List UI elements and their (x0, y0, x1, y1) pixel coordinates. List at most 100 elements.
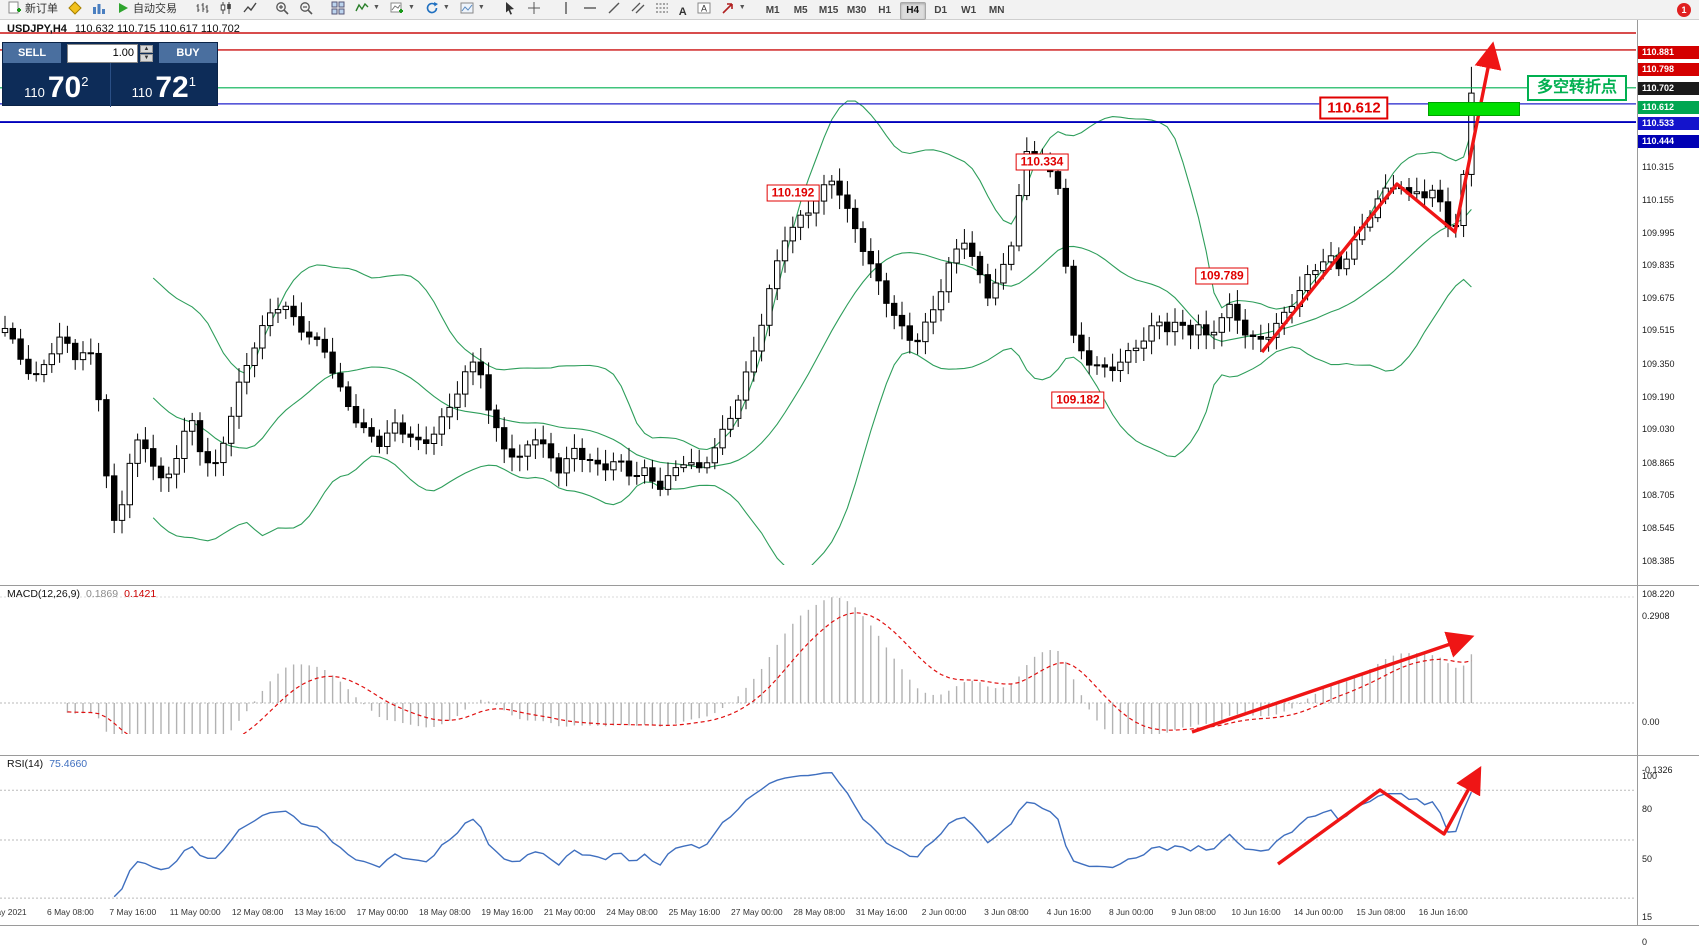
tf-h1[interactable]: H1 (878, 4, 892, 16)
market-watch-icon[interactable] (88, 0, 110, 18)
new-chart-icon[interactable]: ▼ (386, 0, 419, 18)
tf-m5[interactable]: M5 (793, 4, 808, 16)
rsi-trend-arrow[interactable] (1277, 766, 1482, 866)
equidistant-channel-icon[interactable] (627, 0, 649, 18)
sell-price[interactable]: 110 70 2 (3, 63, 110, 107)
time-axis-label: 4 Jun 16:00 (1046, 907, 1092, 917)
indicators-caret-icon[interactable]: ▼ (373, 4, 380, 11)
vertical-line-icon[interactable] (555, 0, 577, 18)
price-annotation-label[interactable]: 109.789 (1195, 267, 1249, 285)
chart-canvas (0, 32, 1636, 899)
volume-up-icon[interactable]: ▲ (140, 44, 153, 53)
zoom-in-icon (275, 1, 289, 15)
price-tag: 110.444 (1638, 135, 1699, 149)
price-tag: 110.881 (1638, 46, 1699, 59)
price-annotation-label[interactable]: 110.334 (1015, 153, 1069, 171)
autotrading-button[interactable]: 自动交易 (112, 0, 181, 18)
indicators-icon (355, 1, 369, 15)
bar-chart-icon[interactable] (191, 0, 213, 18)
price-axis-label: 109.995 (1642, 227, 1675, 238)
time-axis-label: 10 Jun 16:00 (1231, 907, 1281, 917)
buy-price-figure: 110 (131, 85, 153, 100)
tf-m15[interactable]: M15 (818, 4, 839, 16)
zoom-out-icon (299, 1, 313, 15)
templates-icon[interactable]: ▼ (456, 0, 489, 18)
tf-d1[interactable]: D1 (934, 4, 948, 16)
time-axis-label: 25 May 16:00 (668, 907, 721, 917)
arrows-icon[interactable]: ▼ (717, 0, 750, 18)
time-axis-label: 31 May 16:00 (855, 907, 908, 917)
trendline-icon[interactable] (603, 0, 625, 18)
new-chart-icon (390, 1, 404, 15)
rsi-axis-label: 100 (1642, 771, 1658, 781)
crosshair-icon[interactable] (523, 0, 545, 18)
tf-m1[interactable]: M1 (765, 4, 780, 16)
rsi-label: RSI(14) 75.4660 (7, 758, 88, 770)
crosshair-icon (527, 1, 541, 15)
time-axis-label: May 2021 (0, 907, 27, 917)
price-axis-separator (1637, 20, 1638, 925)
zoom-out-icon[interactable] (295, 0, 317, 18)
chart-window: USDJPY,H4 110.632 110.715 110.617 110.702… (0, 20, 1699, 947)
text-label-icon[interactable]: A (693, 0, 715, 18)
tf-mn[interactable]: MN (988, 4, 1005, 16)
price-axis-label: 108.865 (1642, 457, 1675, 468)
price-annotation-label[interactable]: 110.192 (766, 184, 820, 202)
buy-price-big: 72 (155, 71, 189, 104)
new-order-button[interactable]: 新订单 (4, 0, 62, 18)
notification-badge[interactable]: 1 (1677, 3, 1691, 17)
ohlc-values: 110.632 110.715 110.617 110.702 (74, 23, 240, 35)
arrows-icon (721, 1, 735, 15)
horizontal-level-lines[interactable] (0, 32, 1636, 123)
tile-windows-icon[interactable] (327, 0, 349, 18)
refresh-icon (425, 1, 439, 15)
arrows-caret-icon[interactable]: ▼ (738, 4, 746, 11)
text-icon[interactable]: A (675, 2, 691, 22)
price-annotation-label[interactable]: 110.612 (1319, 96, 1389, 120)
horizontal-line-icon[interactable] (579, 0, 601, 18)
candlestick-chart-icon[interactable] (215, 0, 237, 18)
time-axis-label: 28 May 08:00 (793, 907, 845, 917)
turning-point-label[interactable]: 多空转折点 (1526, 75, 1628, 101)
price-axis-label: 110.155 (1642, 194, 1674, 205)
volume-down-icon[interactable]: ▼ (140, 53, 153, 62)
turning-zone-bar[interactable] (1428, 102, 1520, 116)
new-chart-caret-icon[interactable]: ▼ (407, 4, 415, 11)
macd-axis-label: -0.1326 (1642, 765, 1673, 776)
indicators-icon[interactable]: ▼ (351, 0, 384, 18)
svg-text:A: A (701, 3, 707, 13)
zoom-in-icon[interactable] (271, 0, 293, 18)
price-axis-label: 108.545 (1642, 522, 1675, 533)
buy-button[interactable]: BUY (159, 43, 217, 63)
metaeditor-icon (68, 0, 82, 15)
main-trend-arrow[interactable] (1260, 41, 1502, 354)
buy-price[interactable]: 110 72 1 (111, 63, 218, 107)
macd-axis-label: 0.2908 (1642, 610, 1670, 621)
line-chart-icon[interactable] (239, 0, 261, 18)
refresh-icon[interactable]: ▼ (421, 0, 454, 18)
tf-w1[interactable]: W1 (961, 4, 977, 16)
price-axis-label: 110.315 (1642, 162, 1674, 173)
time-axis-label: 15 Jun 08:00 (1356, 907, 1406, 917)
price-tag: 110.798 (1638, 62, 1699, 76)
time-axis-label: 6 May 08:00 (47, 907, 94, 917)
time-axis-label: 21 May 00:00 (543, 907, 596, 917)
trend-arrows[interactable] (1191, 41, 1502, 866)
time-axis-label: 11 May 00:00 (169, 907, 221, 917)
time-axis-label: 8 Jun 00:00 (1108, 907, 1154, 917)
tf-h4[interactable]: H4 (899, 1, 926, 20)
macd-trend-arrow[interactable] (1191, 631, 1475, 734)
templates-caret-icon[interactable]: ▼ (477, 4, 485, 11)
time-axis-label: 17 May 00:00 (356, 907, 409, 917)
fibonacci-icon[interactable] (651, 0, 673, 18)
cursor-icon[interactable] (499, 0, 521, 18)
time-axis-label: 13 May 16:00 (294, 907, 346, 917)
price-annotation-label[interactable]: 109.182 (1051, 391, 1105, 409)
equidistant-channel-icon (631, 1, 645, 15)
sell-button[interactable]: SELL (3, 43, 61, 63)
metaeditor-icon[interactable] (64, 0, 86, 18)
tf-m30[interactable]: M30 (846, 4, 867, 16)
volume-input[interactable] (67, 43, 138, 63)
refresh-caret-icon[interactable]: ▼ (442, 4, 450, 11)
new-order-icon (8, 1, 22, 15)
